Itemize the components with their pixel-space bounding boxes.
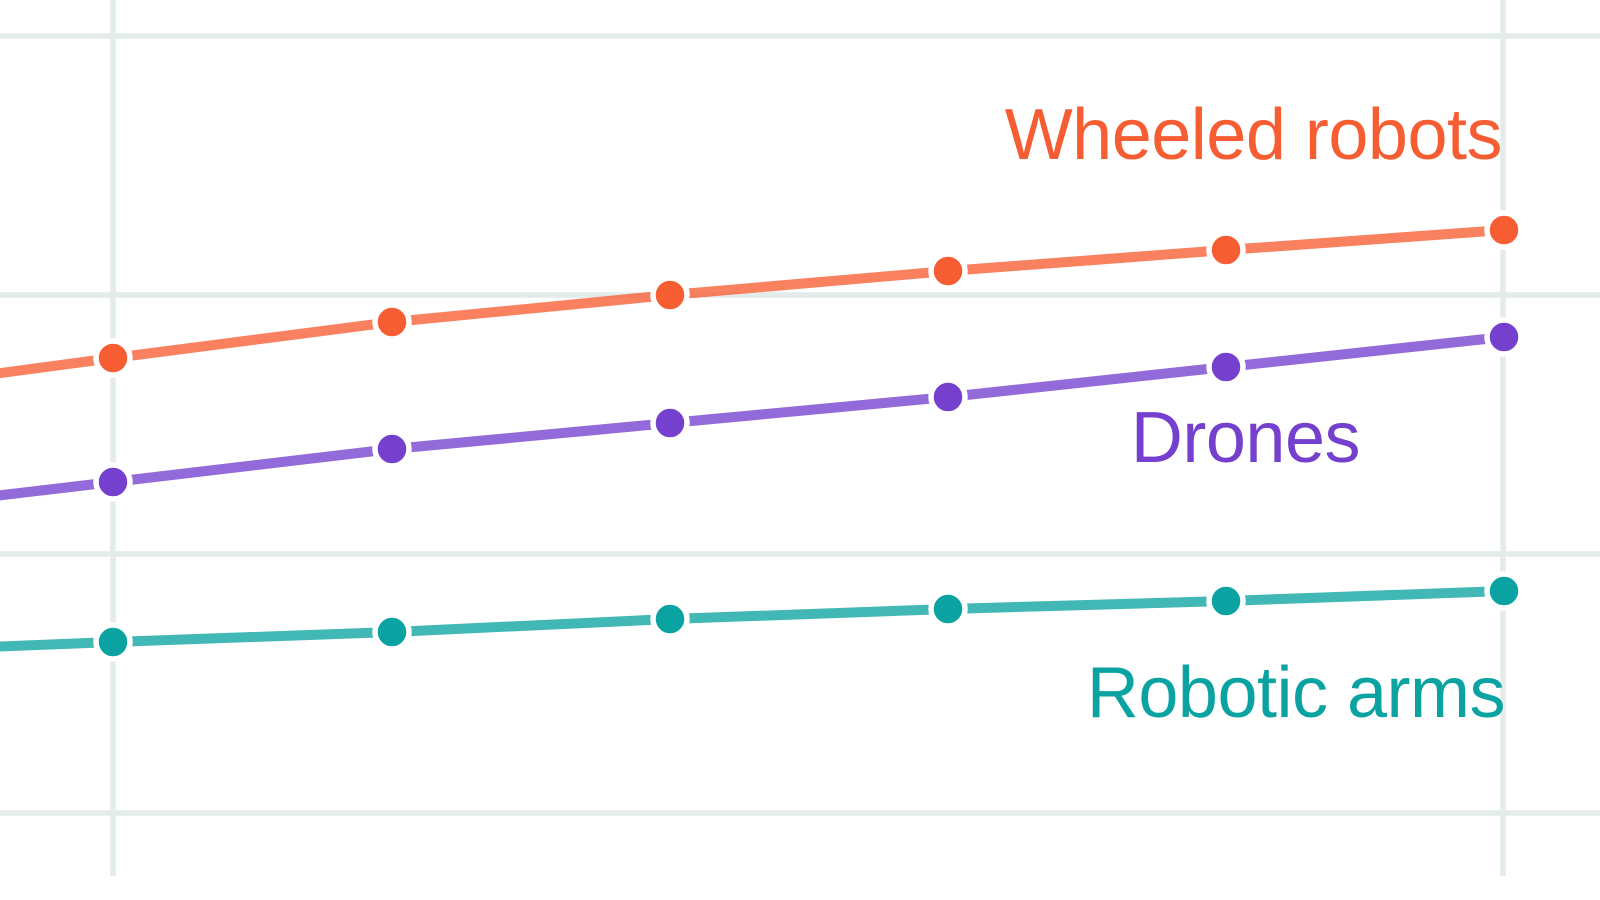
data-point-marker-drones bbox=[1206, 347, 1246, 387]
data-point-marker-wheeled-robots bbox=[650, 275, 690, 315]
data-point-marker-wheeled-robots bbox=[93, 338, 133, 378]
data-point-marker-wheeled-robots bbox=[928, 251, 968, 291]
data-point-marker-wheeled-robots bbox=[1206, 230, 1246, 270]
series-label-robotic-arms: Robotic arms bbox=[1086, 653, 1506, 733]
series-line-wheeled-robots bbox=[0, 225, 1505, 379]
data-point-marker-robotic-arms bbox=[93, 622, 133, 662]
data-point-marker-wheeled-robots bbox=[372, 302, 412, 342]
data-point-marker-robotic-arms bbox=[1206, 581, 1246, 621]
data-point-marker-robotic-arms bbox=[928, 589, 968, 629]
data-point-marker-robotic-arms bbox=[372, 612, 412, 652]
data-point-marker-drones bbox=[650, 403, 690, 443]
series-label-drones: Drones bbox=[1130, 398, 1361, 478]
data-point-marker-wheeled-robots bbox=[1484, 210, 1524, 250]
data-point-marker-robotic-arms bbox=[1484, 571, 1524, 611]
data-point-marker-drones bbox=[372, 429, 412, 469]
data-point-marker-drones bbox=[93, 462, 133, 502]
data-point-marker-robotic-arms bbox=[650, 599, 690, 639]
data-point-marker-drones bbox=[1484, 317, 1524, 357]
data-point-marker-drones bbox=[928, 377, 968, 417]
series-line-robotic-arms bbox=[0, 586, 1505, 652]
series-label-wheeled-robots: Wheeled robots bbox=[1004, 95, 1503, 175]
